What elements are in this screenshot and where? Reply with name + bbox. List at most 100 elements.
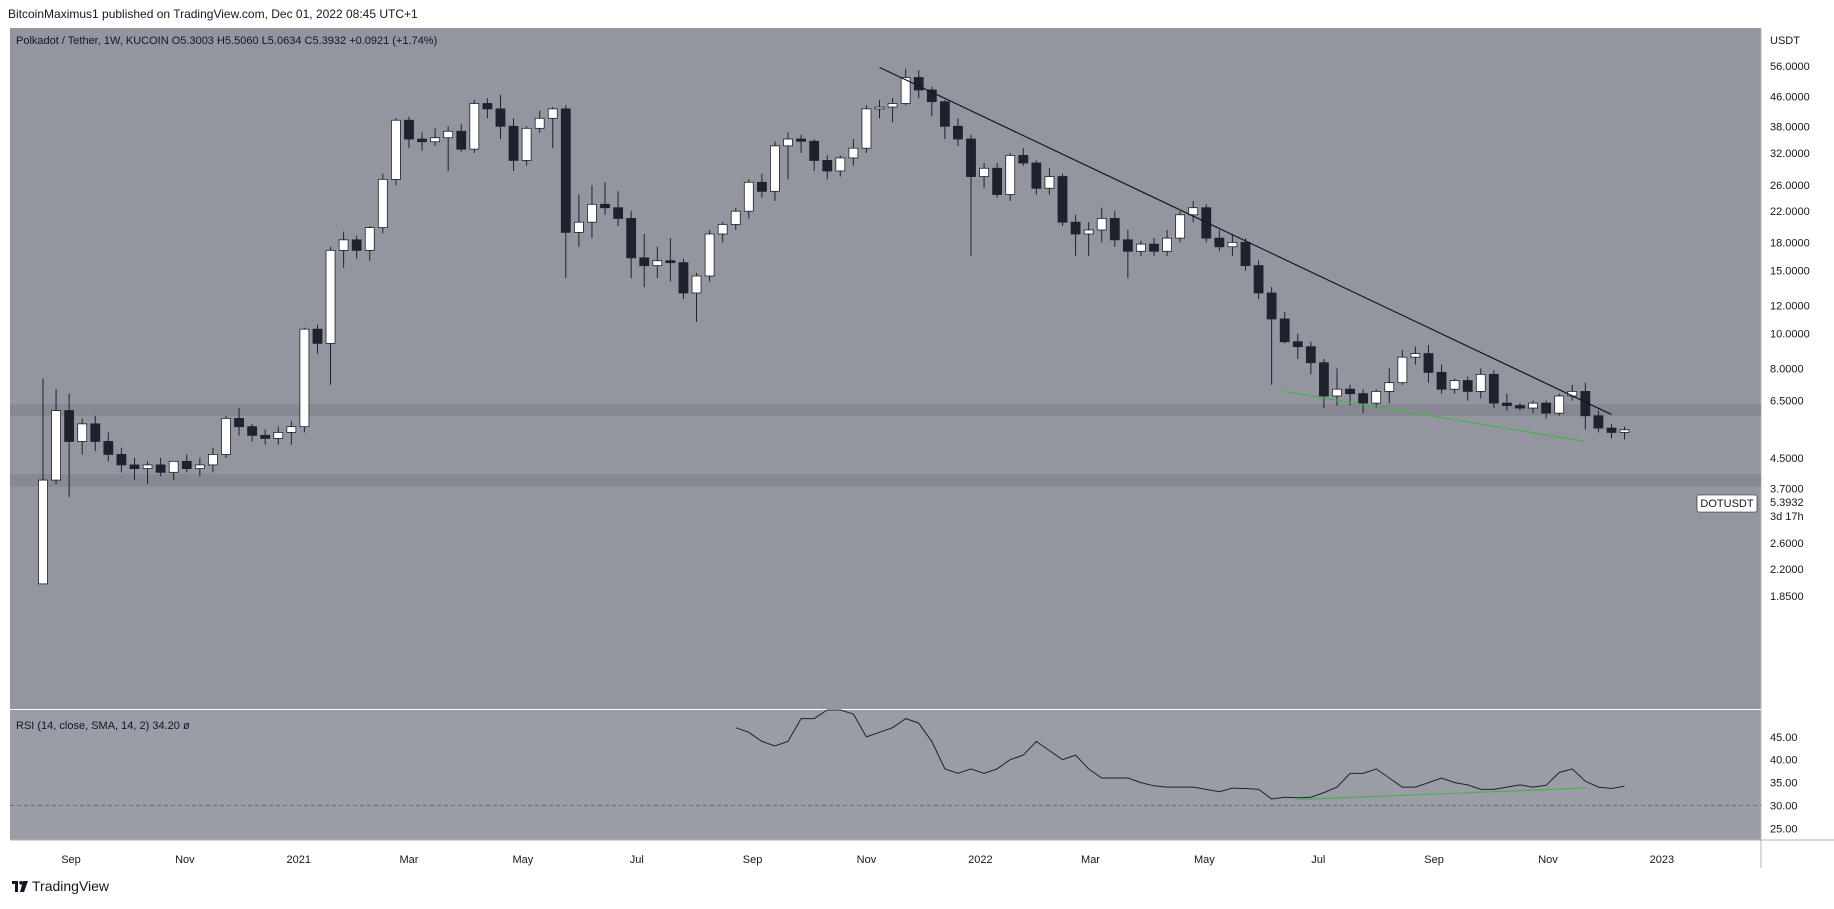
candle: [1122, 239, 1133, 252]
price-tick-label: 22.0000: [1770, 206, 1810, 218]
rsi-tick-label: 45.00: [1770, 732, 1798, 744]
candle: [1345, 388, 1355, 395]
candle: [38, 479, 48, 585]
candle: [430, 137, 441, 143]
rsi-tick-label: 25.00: [1770, 823, 1798, 835]
candle: [208, 454, 218, 466]
candle: [103, 441, 114, 455]
candles: [38, 68, 1630, 585]
candle: [953, 125, 963, 140]
candle: [1070, 221, 1081, 235]
candle: [874, 106, 885, 110]
candle: [652, 260, 663, 267]
price-unit: USDT: [1770, 35, 1800, 47]
candle: [1619, 429, 1630, 433]
price-pane[interactable]: [10, 28, 1761, 709]
candle: [547, 108, 558, 119]
candle: [286, 426, 297, 433]
candle: [129, 464, 140, 469]
tradingview-logo[interactable]: TradingView: [12, 878, 109, 894]
candle: [1528, 402, 1538, 409]
candle: [482, 103, 493, 110]
candle: [1149, 243, 1159, 252]
candle: [861, 108, 872, 149]
rsi-line: [735, 709, 1625, 800]
candle: [900, 77, 911, 104]
candle: [1083, 229, 1094, 235]
rsi-value: 34.20: [152, 720, 180, 732]
candle: [168, 460, 179, 473]
candle: [1096, 218, 1107, 231]
candle: [51, 410, 61, 481]
chart-canvas[interactable]: 56.0000 46.0000 38.0000 32.0000 26.0000 22.00…: [0, 28, 1834, 868]
candle: [364, 227, 375, 251]
candle: [887, 103, 898, 108]
candle: [939, 101, 950, 127]
price-tick-label: 10.0000: [1770, 329, 1810, 341]
candle: [508, 125, 519, 161]
price-tick-label: 38.0000: [1770, 121, 1810, 133]
legend-o-label: O: [172, 35, 181, 47]
price-tick-label: 15.0000: [1770, 266, 1810, 278]
bar-countdown: 3d 17h: [1770, 511, 1804, 523]
candle: [1175, 214, 1186, 239]
time-tick-label: Nov: [857, 854, 877, 866]
candle: [1606, 427, 1617, 433]
candle: [1541, 402, 1552, 414]
legend-l-label: L: [262, 35, 268, 47]
rsi-label: RSI (14, close, SMA, 14, 2): [16, 720, 149, 732]
price-tick-label: 32.0000: [1770, 148, 1810, 160]
horizontal-zone-1: [10, 474, 1761, 487]
price-axis-area[interactable]: [1761, 28, 1834, 868]
candle: [560, 108, 571, 233]
candle: [1109, 218, 1120, 241]
candle: [534, 117, 545, 129]
time-axis-area[interactable]: [0, 840, 1834, 868]
price-tick-label: 12.0000: [1770, 300, 1810, 312]
candle: [1005, 155, 1016, 195]
candle: [1279, 318, 1290, 343]
candle: [1410, 353, 1421, 358]
brand-name: TradingView: [32, 878, 110, 894]
candle: [979, 167, 989, 177]
candle: [822, 160, 833, 172]
candle: [1502, 402, 1512, 406]
candle: [1449, 380, 1460, 390]
candle: [848, 147, 859, 159]
current-price: 5.3932: [1770, 497, 1804, 509]
time-tick-label: Jul: [630, 854, 644, 866]
candle: [404, 119, 414, 140]
candle: [77, 423, 88, 442]
descending-resistance-line: [879, 66, 1612, 415]
candle: [1515, 405, 1525, 409]
legend-change: +0.0921 (+1.74%): [349, 35, 437, 47]
candle: [1136, 243, 1146, 252]
rsi-band: [10, 710, 1761, 840]
candle: [443, 130, 454, 139]
candle: [377, 178, 388, 228]
candle: [992, 167, 1003, 195]
candle: [325, 249, 336, 344]
time-tick-label: Mar: [1081, 854, 1100, 866]
rsi-tick-label: 30.00: [1770, 800, 1798, 812]
trendlines: [879, 66, 1612, 443]
candle: [469, 103, 480, 150]
footer: TradingView: [0, 868, 1834, 909]
horizontal-zone-0: [10, 404, 1761, 416]
candle: [1253, 265, 1264, 294]
time-tick-label: Sep: [743, 854, 763, 866]
candle: [1423, 353, 1434, 373]
current-price-tag: [1763, 494, 1813, 524]
candle: [1371, 391, 1382, 404]
candle: [299, 328, 310, 428]
candle: [1162, 237, 1172, 252]
candle: [1305, 346, 1316, 364]
time-tick-label: May: [1194, 854, 1215, 866]
candle: [338, 239, 349, 251]
symbol-tag-label: DOTUSDT: [1700, 498, 1753, 510]
symbol-tag: [1696, 494, 1758, 513]
legend-open: 5.3003: [180, 35, 214, 47]
legend-symbol: Polkadot / Tether, 1W, KUCOIN: [16, 35, 169, 47]
price-tick-label: 2.6000: [1770, 538, 1804, 550]
candle: [142, 464, 153, 469]
